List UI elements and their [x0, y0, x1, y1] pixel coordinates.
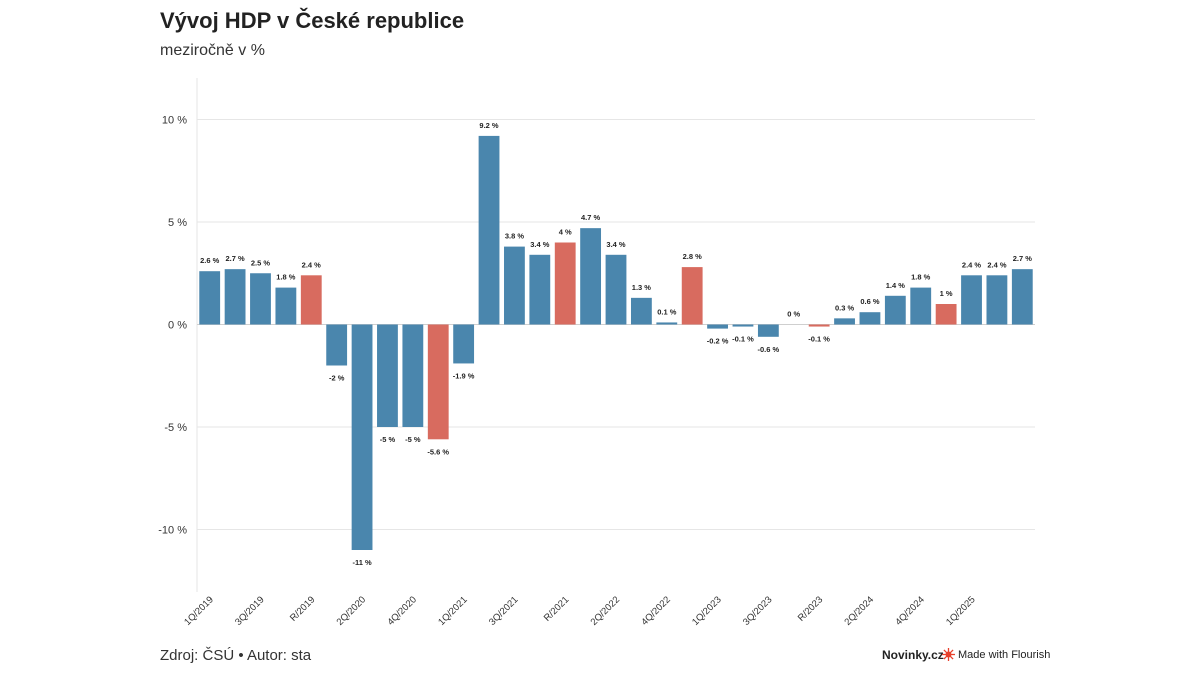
x-tick-label: 1Q/2019: [182, 594, 216, 628]
y-tick-label: -10 %: [158, 525, 187, 537]
bar-R/2022: [681, 267, 703, 325]
bar-4Q/2020: [402, 324, 424, 427]
data-label: -2 %: [329, 374, 345, 383]
data-label: 2.4 %: [302, 260, 322, 269]
x-tick-label: 2Q/2022: [589, 594, 623, 628]
bar-4Q/2019: [275, 287, 297, 325]
bar-R/2024: [935, 304, 957, 325]
bar-3Q/2019: [250, 273, 271, 325]
chart-title: Vývoj HDP v České republice: [160, 8, 465, 33]
bar-1Q/2020: [326, 324, 348, 366]
data-label: -0.1 %: [732, 335, 754, 344]
bar-1Q/2025: [961, 275, 982, 325]
x-tick-label: 3Q/2023: [741, 594, 775, 628]
bar-3Q/2025: [1011, 269, 1033, 325]
x-tick-label: 3Q/2021: [487, 594, 521, 628]
bar-R/2020: [427, 324, 449, 440]
bar-1Q/2021: [453, 324, 475, 364]
data-label: 1.3 %: [632, 283, 652, 292]
data-label: 2.4 %: [987, 260, 1007, 269]
data-label: -0.1 %: [808, 335, 830, 344]
data-label: 2.7 %: [225, 254, 245, 263]
bar-2Q/2020: [351, 324, 373, 550]
data-label: 1.8 %: [911, 273, 931, 282]
data-label: -5.6 %: [427, 447, 449, 456]
data-label: 2.5 %: [251, 258, 271, 267]
bar-3Q/2022: [630, 297, 652, 325]
bar-4Q/2022: [656, 322, 678, 325]
data-label: 0.1 %: [657, 307, 677, 316]
bar-3Q/2021: [504, 246, 525, 325]
data-label: 2.7 %: [1013, 254, 1033, 263]
bar-2Q/2022: [605, 254, 627, 325]
data-label: 9.2 %: [479, 121, 499, 130]
made-with-flourish-label: Made with Flourish: [958, 648, 1051, 661]
brand-logo[interactable]: Novinky.cz: [882, 648, 944, 662]
bar-1Q/2019: [199, 271, 221, 325]
bar-4Q/2024: [910, 287, 932, 325]
bar-1Q/2024: [834, 318, 855, 325]
x-tick-label: 2Q/2024: [843, 594, 877, 628]
flourish-icon: [942, 648, 955, 661]
bar-3Q/2020: [377, 324, 398, 427]
data-label: 1.4 %: [886, 281, 906, 290]
data-label: 0.6 %: [860, 297, 880, 306]
y-tick-label: 5 %: [168, 217, 187, 229]
bar-R/2019: [300, 275, 322, 325]
made-with-flourish-link[interactable]: Made with Flourish: [942, 648, 1050, 661]
chart-subtitle: meziročně v %: [160, 42, 265, 59]
data-label: 2.4 %: [962, 260, 982, 269]
bar-3Q/2023: [757, 324, 779, 337]
data-label: -11 %: [352, 558, 372, 567]
y-tick-label: -5 %: [164, 422, 187, 434]
bar-4Q/2021: [529, 254, 551, 325]
data-label: -5 %: [380, 435, 396, 444]
data-label: -0.2 %: [707, 337, 729, 346]
bar-R/2021: [554, 242, 576, 325]
bar-2Q/2025: [986, 275, 1008, 325]
x-tick-label: R/2021: [542, 594, 571, 623]
source-credit: Zdroj: ČSÚ • Autor: sta: [160, 647, 312, 664]
data-label: 4.7 %: [581, 213, 601, 222]
bar-2Q/2024: [859, 312, 881, 325]
x-tick-label: 4Q/2020: [385, 594, 419, 628]
x-tick-label: 4Q/2024: [893, 594, 927, 628]
data-label: 3.4 %: [606, 240, 626, 249]
data-label: 0.3 %: [835, 303, 855, 312]
x-tick-label: 2Q/2020: [335, 594, 369, 628]
x-tick-label: 3Q/2019: [233, 594, 267, 628]
data-label: -1.9 %: [453, 371, 475, 380]
data-label: 1.8 %: [276, 273, 296, 282]
x-tick-label: 4Q/2022: [639, 594, 673, 628]
x-tick-label: 1Q/2023: [690, 594, 724, 628]
bar-3Q/2024: [884, 295, 906, 325]
data-label: 3.8 %: [505, 232, 525, 241]
data-label: 0 %: [787, 310, 800, 319]
data-label: -5 %: [405, 435, 421, 444]
y-tick-label: 10 %: [162, 115, 187, 127]
x-tick-label: R/2023: [796, 594, 825, 623]
bar-2Q/2023: [732, 324, 754, 327]
bar-1Q/2023: [707, 324, 728, 329]
x-tick-label: 1Q/2021: [436, 594, 470, 628]
data-label: 2.6 %: [200, 256, 220, 265]
bar-R/2023: [808, 324, 830, 327]
data-label: 3.4 %: [530, 240, 550, 249]
data-label: 1 %: [940, 289, 953, 298]
y-tick-label: 0 %: [168, 320, 187, 332]
bar-1Q/2022: [580, 228, 602, 325]
x-tick-label: R/2019: [288, 594, 317, 623]
x-tick-label: 1Q/2025: [944, 594, 978, 628]
bar-2Q/2019: [224, 269, 246, 325]
data-label: -0.6 %: [758, 345, 780, 354]
data-label: 4 %: [559, 228, 572, 237]
data-label: 2.8 %: [683, 252, 703, 261]
bar-2Q/2021: [478, 135, 500, 325]
